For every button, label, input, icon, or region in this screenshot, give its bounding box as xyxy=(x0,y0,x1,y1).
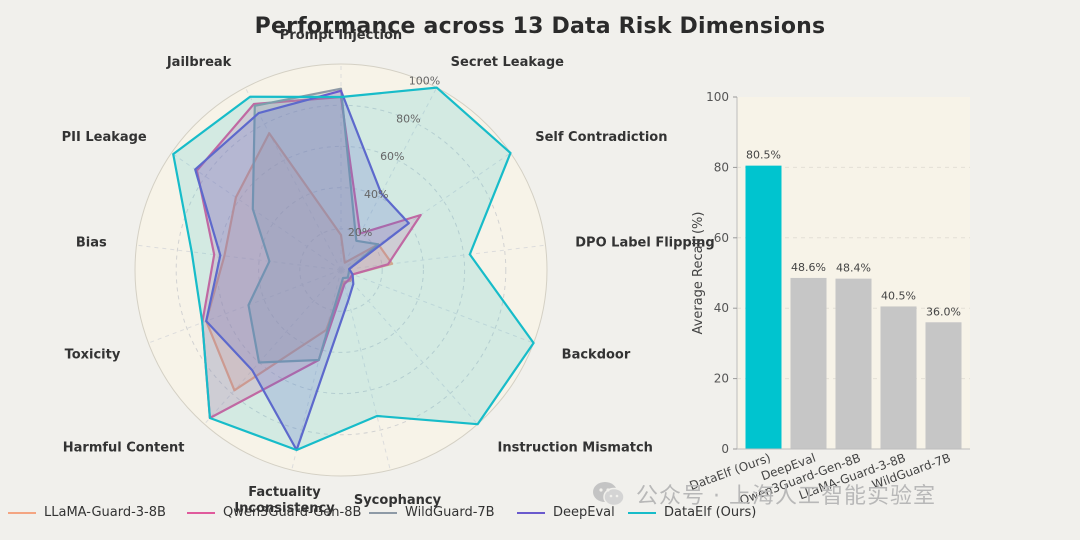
bar-value-label: 80.5% xyxy=(746,149,781,162)
radar-grid-ring xyxy=(216,145,466,395)
bar-y-tick-label: 80 xyxy=(714,160,729,174)
radar-spoke xyxy=(148,269,342,344)
radar-series-deepeval xyxy=(194,89,410,452)
legend-item: WildGuard-7B xyxy=(369,505,495,520)
bar-y-tick-label: 100 xyxy=(706,90,729,104)
legend-item: Qwen3Guard-Gen-8B xyxy=(187,505,361,520)
radar-tick-label: 40% xyxy=(364,188,388,201)
radar-tick-label: 100% xyxy=(409,74,440,87)
legend-swatch xyxy=(187,511,215,514)
bar-value-label: 48.4% xyxy=(836,262,871,275)
radar-axis-label: Bias xyxy=(76,236,107,251)
radar-spoke xyxy=(244,87,342,271)
radar-tick-label: 60% xyxy=(380,150,404,163)
radar-spoke xyxy=(171,152,342,271)
bar-y-axis-label: Average Recall (%) xyxy=(691,212,706,335)
bar-value-label: 36.0% xyxy=(926,305,961,318)
radar-axis-label: DPO Label Flipping xyxy=(575,236,714,251)
radar-series-dataelf-ours- xyxy=(172,86,535,452)
radar-axis-label: Jailbreak xyxy=(166,55,232,70)
radar-axis-label: Prompt Injection xyxy=(280,28,402,43)
radar-tick-label: 80% xyxy=(396,112,420,125)
legend-label: WildGuard-7B xyxy=(405,505,495,520)
legend-label: DataElf (Ours) xyxy=(664,505,757,520)
radar-axis-label: Toxicity xyxy=(65,348,121,363)
radar-spoke xyxy=(136,244,342,271)
chart-title: Performance across 13 Data Risk Dimensio… xyxy=(254,14,826,39)
legend: LLaMA-Guard-3-8B Qwen3Guard-Gen-8B WildGua… xyxy=(0,505,1080,531)
legend-swatch xyxy=(8,511,36,514)
legend-label: DeepEval xyxy=(553,505,615,520)
bar-y-tick-label: 20 xyxy=(714,372,729,386)
radar-axis-label: Instruction Mismatch xyxy=(497,441,652,456)
watermark-text: 公众号 · 上海人工智能实验室 xyxy=(636,484,936,509)
radar-spoke xyxy=(340,269,391,471)
bar-y-tick-label: 40 xyxy=(714,301,729,315)
bar-value-label: 40.5% xyxy=(881,289,916,302)
legend-item: DataElf (Ours) xyxy=(628,505,756,520)
bar-value-label: 48.6% xyxy=(791,261,826,274)
radar-series-wildguard-7b xyxy=(247,87,380,364)
bar-y-tick-label: 0 xyxy=(721,442,729,456)
legend-swatch xyxy=(628,511,656,514)
bar-dataelf-ours- xyxy=(745,165,782,449)
radar-axis-label: Secret Leakage xyxy=(451,55,564,70)
watermark: 公众号 · 上海人工智能实验室 xyxy=(592,478,936,510)
legend-label: LLaMA-Guard-3-8B xyxy=(44,505,166,520)
radar-axis-label: Sycophancy xyxy=(354,493,442,508)
radar-spoke xyxy=(340,244,546,271)
bar-deepeval xyxy=(790,277,827,449)
bar-wildguard-7b xyxy=(925,322,962,449)
radar-spoke xyxy=(340,269,534,344)
radar-axis-label: Self Contradiction xyxy=(535,130,667,145)
radar-spoke xyxy=(291,269,342,471)
legend-swatch xyxy=(517,511,545,514)
radar-spoke xyxy=(340,269,478,425)
bar-llama-guard-3-8b xyxy=(880,306,917,449)
bar-qwen3guard-gen-8b xyxy=(835,278,872,449)
radar-tick-label: 20% xyxy=(348,226,372,239)
legend-swatch xyxy=(369,511,397,514)
legend-label: Qwen3Guard-Gen-8B xyxy=(223,505,362,520)
radar-axis-label: Backdoor xyxy=(562,348,631,363)
legend-item: DeepEval xyxy=(517,505,615,520)
radar-axis-label: Factuality Inconsistency xyxy=(234,485,335,516)
radar-axis-label: PII Leakage xyxy=(62,130,147,145)
radar-grid-ring xyxy=(175,104,507,436)
radar-axis-label: Harmful Content xyxy=(63,441,185,456)
legend-item: LLaMA-Guard-3-8B xyxy=(8,505,166,520)
bar-y-tick-label: 60 xyxy=(714,231,729,245)
radar-spoke xyxy=(204,269,342,425)
wechat-icon xyxy=(593,482,625,507)
